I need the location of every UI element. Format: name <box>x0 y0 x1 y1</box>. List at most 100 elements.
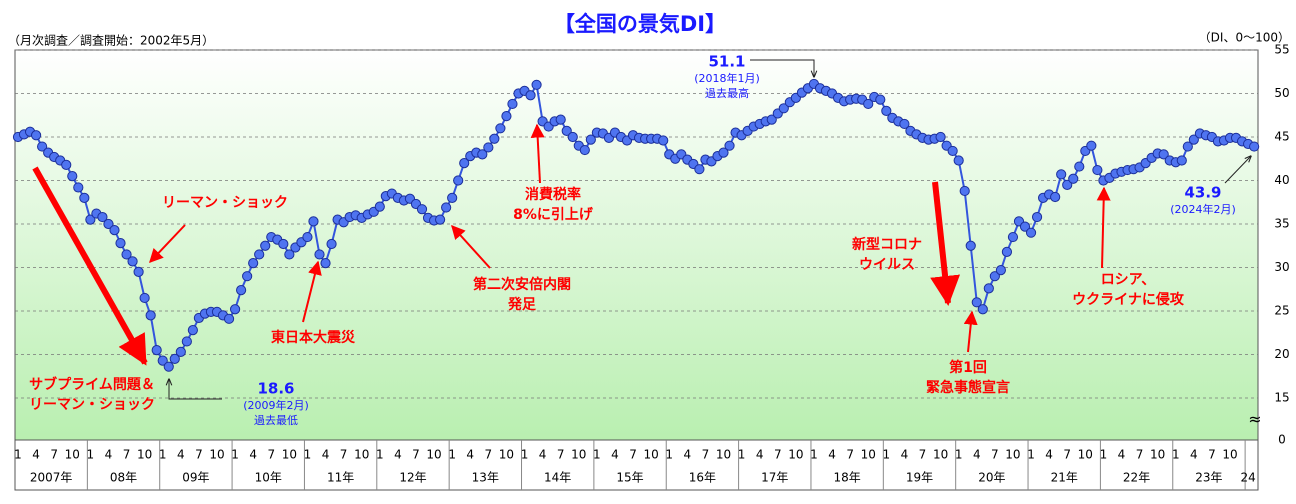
x-tick-label: 7 <box>919 448 927 462</box>
year-label: 24 <box>1240 471 1255 485</box>
x-tick-label: 7 <box>557 448 565 462</box>
data-point <box>103 218 114 230</box>
annotation: 消費税率 <box>525 186 581 203</box>
data-point <box>447 192 458 203</box>
data-point <box>1019 221 1031 232</box>
data-point <box>483 142 494 153</box>
unit-note: （DI、0～100） <box>1199 31 1290 45</box>
year-label: 17年 <box>761 471 788 485</box>
data-point <box>507 98 518 110</box>
year-label: 19年 <box>906 471 933 485</box>
data-point <box>151 345 162 356</box>
data-point <box>567 131 578 143</box>
data-point <box>724 140 735 151</box>
data-point <box>242 271 253 282</box>
callout-note: 過去最低 <box>254 414 298 427</box>
x-tick-label: 1 <box>882 448 890 462</box>
data-point <box>718 147 729 158</box>
callout-line <box>1224 156 1251 184</box>
data-point <box>585 134 596 145</box>
data-point <box>983 283 994 294</box>
year-label: 11年 <box>327 471 354 485</box>
x-tick-label: 1 <box>521 448 529 462</box>
data-point <box>489 133 500 144</box>
y-tick-label: 55 <box>1274 43 1289 57</box>
data-point <box>989 271 1000 282</box>
data-point <box>1001 246 1013 257</box>
data-point <box>441 202 452 213</box>
x-tick-label: 7 <box>991 448 999 462</box>
arrow <box>963 310 978 353</box>
x-tick-label: 7 <box>702 448 710 462</box>
data-point <box>453 175 464 186</box>
x-tick-label: 10 <box>1222 448 1237 462</box>
data-point <box>1050 191 1061 203</box>
callout-value: 51.1 <box>708 53 745 71</box>
callout-note: (2024年2月) <box>1170 202 1236 216</box>
data-point <box>1074 161 1085 172</box>
data-point <box>236 285 247 296</box>
data-point <box>1188 134 1199 145</box>
annotation: リーマン・ショック <box>29 397 155 413</box>
data-point <box>61 159 72 170</box>
x-tick-label: 7 <box>1208 448 1216 462</box>
x-tick-label: 10 <box>209 448 224 462</box>
x-tick-label: 10 <box>1150 448 1165 462</box>
data-point <box>863 98 874 110</box>
x-tick-label: 7 <box>1063 448 1071 462</box>
data-point <box>97 211 108 223</box>
data-point <box>37 141 48 152</box>
data-point <box>121 249 132 260</box>
data-point <box>157 355 168 366</box>
x-tick-label: 4 <box>249 448 257 462</box>
year-label: 14年 <box>544 471 571 485</box>
x-tick-label: 1 <box>738 448 746 462</box>
data-point <box>127 256 138 267</box>
x-tick-label: 10 <box>426 448 441 462</box>
data-point <box>1068 173 1079 184</box>
arrow <box>302 260 322 323</box>
x-tick-label: 10 <box>861 448 876 462</box>
x-tick-label: 4 <box>901 448 909 462</box>
data-point <box>229 304 241 315</box>
data-point <box>959 185 970 197</box>
annotation: 新型コロナ <box>852 236 922 253</box>
data-point <box>658 135 669 146</box>
arrow <box>530 123 545 184</box>
y-tick-label: 0 <box>1278 433 1286 447</box>
x-tick-label: 10 <box>1005 448 1020 462</box>
data-point <box>139 292 150 304</box>
data-point <box>1176 155 1187 166</box>
data-point <box>30 130 42 141</box>
x-tick-label: 1 <box>376 448 384 462</box>
data-point <box>187 325 198 336</box>
x-tick-label: 7 <box>50 448 58 462</box>
data-point <box>254 249 265 260</box>
x-tick-label: 1 <box>1100 448 1108 462</box>
annotation: ウイルス <box>859 257 915 273</box>
x-tick-label: 10 <box>137 448 152 462</box>
x-tick-label: 7 <box>340 448 348 462</box>
data-point <box>278 238 289 250</box>
data-point <box>175 346 186 357</box>
x-tick-label: 1 <box>955 448 963 462</box>
data-point <box>435 214 446 225</box>
chart-title: 【全国の景気DI】 <box>554 12 726 36</box>
x-tick-label: 4 <box>322 448 330 462</box>
x-tick-label: 1 <box>593 448 601 462</box>
x-tick-label: 1 <box>1027 448 1035 462</box>
x-tick-label: 7 <box>774 448 782 462</box>
data-point <box>169 353 180 364</box>
x-tick-label: 4 <box>177 448 185 462</box>
x-tick-label: 7 <box>195 448 203 462</box>
data-point <box>694 164 705 175</box>
y-tick-label: 25 <box>1274 304 1289 318</box>
data-point <box>260 240 271 251</box>
x-tick-label: 7 <box>629 448 637 462</box>
annotation: 第二次安倍内閣 <box>473 276 571 293</box>
year-label: 2007年 <box>30 471 73 485</box>
year-label: 12年 <box>399 471 426 485</box>
data-point <box>881 105 892 117</box>
x-axis-area <box>14 439 1259 491</box>
